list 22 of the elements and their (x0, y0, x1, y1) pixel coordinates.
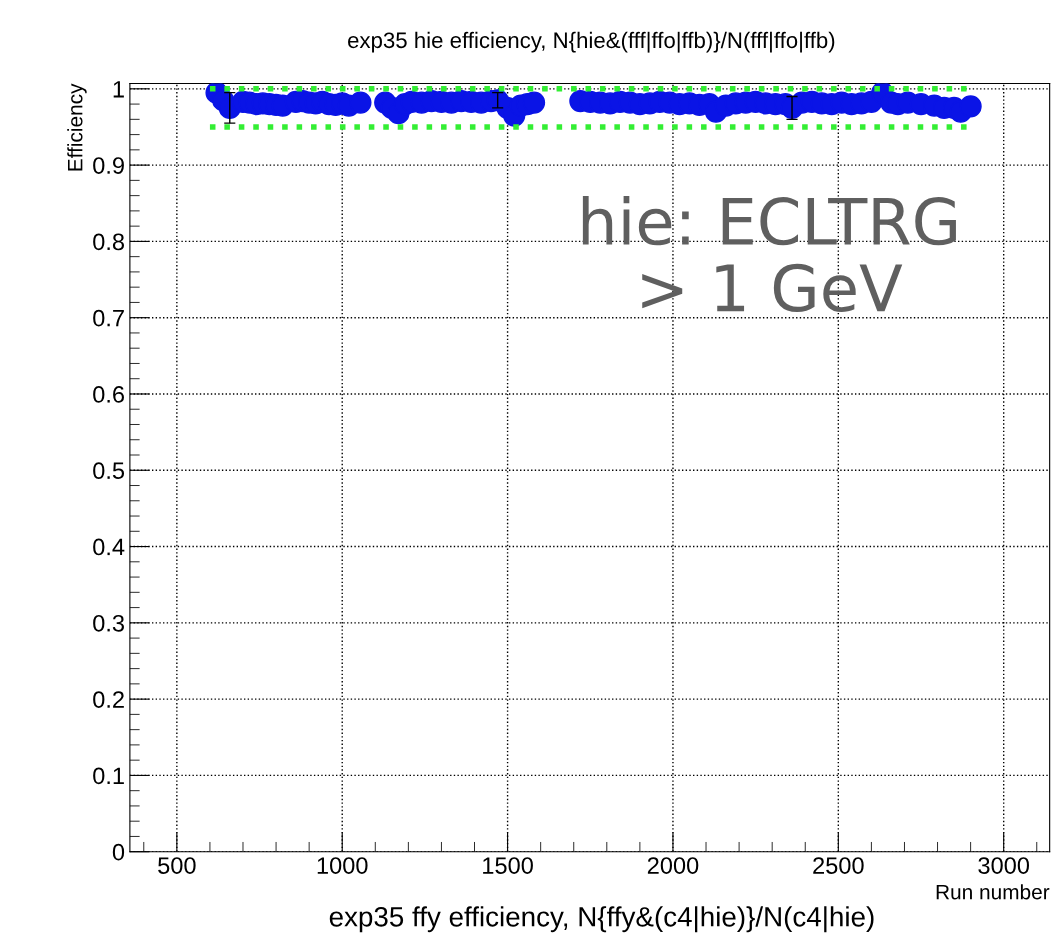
y-tick-label: 1 (113, 81, 124, 98)
x-tick-label: 1000 (317, 857, 368, 874)
text: exp35 ffy efficiency, N{ffy&(c4|hie)}/N(c4|hie) (329, 906, 874, 933)
x-tick-label: 3000 (978, 857, 1030, 874)
annotation: hie: ECLTRG > 1 GeV (582, 195, 956, 313)
y-tick-label: 0.2 (93, 691, 124, 708)
y-tick-label: 0.6 (93, 386, 124, 403)
y-tick-label: 0.5 (93, 462, 125, 480)
x-tick-label: 500 (158, 857, 196, 874)
y-tick-label: 0.8 (93, 233, 124, 251)
x-tick-label: 2500 (813, 857, 864, 874)
chart-title: exp35 hie efficiency, N{hie&(fff|ffo|ffb)}/N(fff|ffo|ffb) (348, 31, 835, 53)
x-tick-label: 1500 (483, 857, 533, 874)
y-tick-label: 0.7 (93, 309, 124, 327)
y-tick-label: 0.9 (93, 157, 124, 174)
y-tick-label: 0.3 (93, 614, 124, 632)
y-tick-label: 0 (112, 843, 125, 861)
y-tick-label: 0.1 (93, 767, 124, 785)
x-axis-title: Run number (936, 884, 1050, 900)
x-tick-label: 2000 (647, 857, 699, 874)
y-axis-title: Efficiency (67, 83, 87, 171)
y-tick-label: 0.4 (93, 538, 125, 556)
